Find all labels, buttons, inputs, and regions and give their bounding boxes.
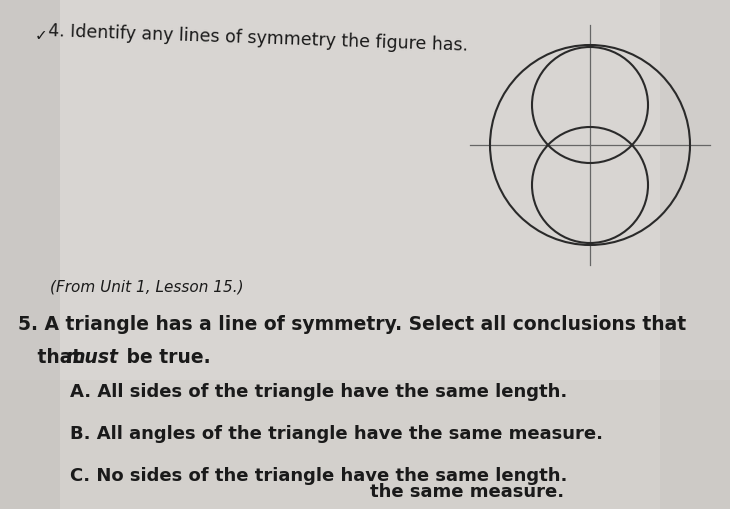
Text: ✓: ✓ (35, 28, 47, 43)
Text: (From Unit 1, Lesson 15.): (From Unit 1, Lesson 15.) (50, 280, 244, 295)
Bar (0, 0, 60, 509)
Text: A. All sides of the triangle have the same length.: A. All sides of the triangle have the sa… (70, 383, 567, 401)
Text: that: that (18, 348, 88, 367)
Text: C. No sides of the triangle have the same length.: C. No sides of the triangle have the sam… (70, 467, 567, 485)
Text: be true.: be true. (120, 348, 211, 367)
Text: 5. A triangle has a line of symmetry. Select all conclusions that: 5. A triangle has a line of symmetry. Se… (18, 315, 693, 334)
Bar (660, 0, 730, 509)
Bar (0, 380, 730, 509)
Text: B. All angles of the triangle have the same measure.: B. All angles of the triangle have the s… (70, 425, 603, 443)
Text: 4. Identify any lines of symmetry the figure has.: 4. Identify any lines of symmetry the fi… (48, 22, 469, 54)
Text: the same measure.: the same measure. (370, 483, 564, 501)
Text: must: must (65, 348, 118, 367)
